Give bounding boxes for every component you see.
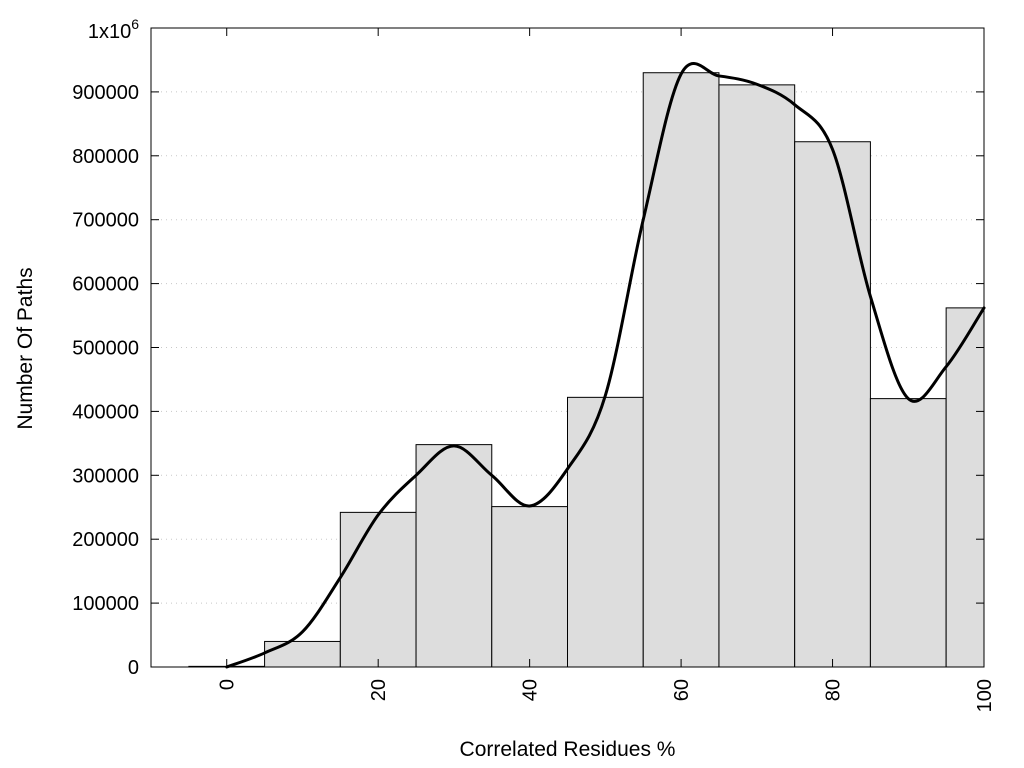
bar-70 bbox=[718, 84, 796, 668]
y-tick-label: 400000 bbox=[72, 401, 139, 423]
x-tick-label: 60 bbox=[671, 679, 693, 701]
y-tick-label: 500000 bbox=[72, 338, 139, 360]
y-tick-label: 0 bbox=[128, 657, 139, 679]
x-tick-label: 80 bbox=[823, 679, 845, 701]
x-tick-label: 0 bbox=[217, 679, 239, 690]
y-axis-title: Number Of Paths bbox=[14, 267, 37, 429]
bar-60 bbox=[642, 72, 720, 668]
x-tick-label: 40 bbox=[520, 679, 542, 701]
y-tick-label: 200000 bbox=[72, 529, 139, 551]
y-tick-label: 300000 bbox=[72, 465, 139, 487]
bar-100 bbox=[945, 307, 985, 668]
y-tick-label: 700000 bbox=[72, 210, 139, 232]
y-tick-label: 100000 bbox=[72, 593, 139, 615]
y-axis-ticks: 0 100000 200000 300000 400000 500000 600000 700… bbox=[72, 27, 984, 679]
x-tick-label: 20 bbox=[368, 679, 390, 701]
x-tick-label: 100 bbox=[974, 679, 996, 712]
y-tick-label-top: 1x106 bbox=[88, 16, 139, 43]
y-tick-label: 900000 bbox=[72, 82, 139, 104]
y-tick-label: 800000 bbox=[72, 146, 139, 168]
x-axis-title: Correlated Residues % bbox=[460, 738, 676, 761]
smooth-curve bbox=[225, 62, 986, 669]
y-tick-label: 600000 bbox=[72, 274, 139, 296]
bar-90 bbox=[869, 398, 947, 668]
bar-80 bbox=[794, 141, 871, 668]
bar-20 bbox=[339, 511, 417, 668]
bar-50 bbox=[567, 396, 644, 668]
bar-40 bbox=[491, 506, 569, 668]
bar-10 bbox=[264, 640, 341, 668]
y-top-exponent: 6 bbox=[131, 16, 139, 32]
x-axis-ticks: 0 20 40 60 80 100 bbox=[217, 28, 996, 712]
y-top-base: 1x10 bbox=[88, 21, 131, 43]
histogram-bars bbox=[188, 72, 985, 668]
bar-30 bbox=[415, 444, 493, 668]
